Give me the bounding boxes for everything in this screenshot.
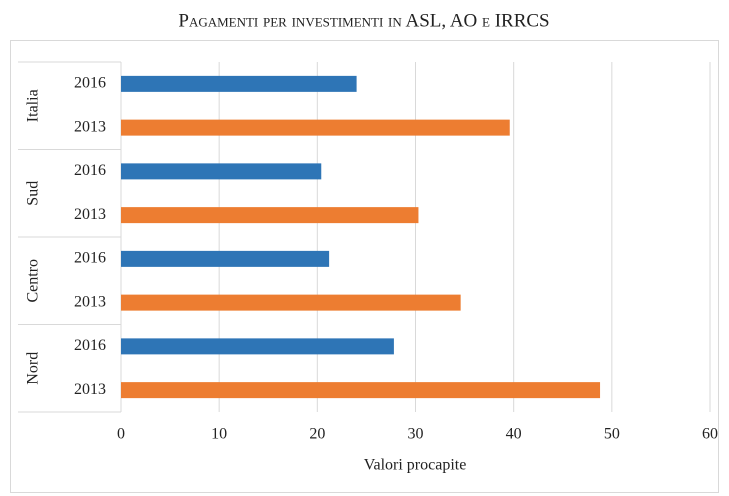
bar xyxy=(121,250,330,267)
bar xyxy=(121,207,419,224)
x-tick-label: 40 xyxy=(506,426,522,443)
bar xyxy=(121,75,357,92)
x-tick-label: 50 xyxy=(604,426,620,443)
x-axis-title: Valori procapite xyxy=(364,457,467,474)
series-label: 2016 xyxy=(74,75,106,92)
series-label: 2013 xyxy=(74,381,106,398)
chart-title: Pagamenti per investimenti in ASL, AO e … xyxy=(178,10,549,31)
x-tick-label: 10 xyxy=(211,426,227,443)
x-tick-label: 30 xyxy=(408,426,424,443)
group-label: Nord xyxy=(25,352,42,385)
series-label: 2016 xyxy=(74,250,106,267)
series-label: 2013 xyxy=(74,206,106,223)
series-label: 2013 xyxy=(74,118,106,135)
bar xyxy=(121,119,510,136)
bar xyxy=(121,294,461,311)
x-tick-label: 0 xyxy=(117,426,125,443)
series-label: 2013 xyxy=(74,293,106,310)
bar xyxy=(121,338,394,355)
group-label: Centro xyxy=(25,259,42,303)
x-tick-label: 20 xyxy=(309,426,325,443)
bar xyxy=(121,163,322,180)
group-label: Sud xyxy=(25,181,42,206)
bar xyxy=(121,382,601,399)
x-tick-label: 60 xyxy=(702,426,718,443)
series-label: 2016 xyxy=(74,337,106,354)
group-label: Italia xyxy=(25,89,42,122)
series-label: 2016 xyxy=(74,162,106,179)
chart-frame xyxy=(10,40,719,493)
